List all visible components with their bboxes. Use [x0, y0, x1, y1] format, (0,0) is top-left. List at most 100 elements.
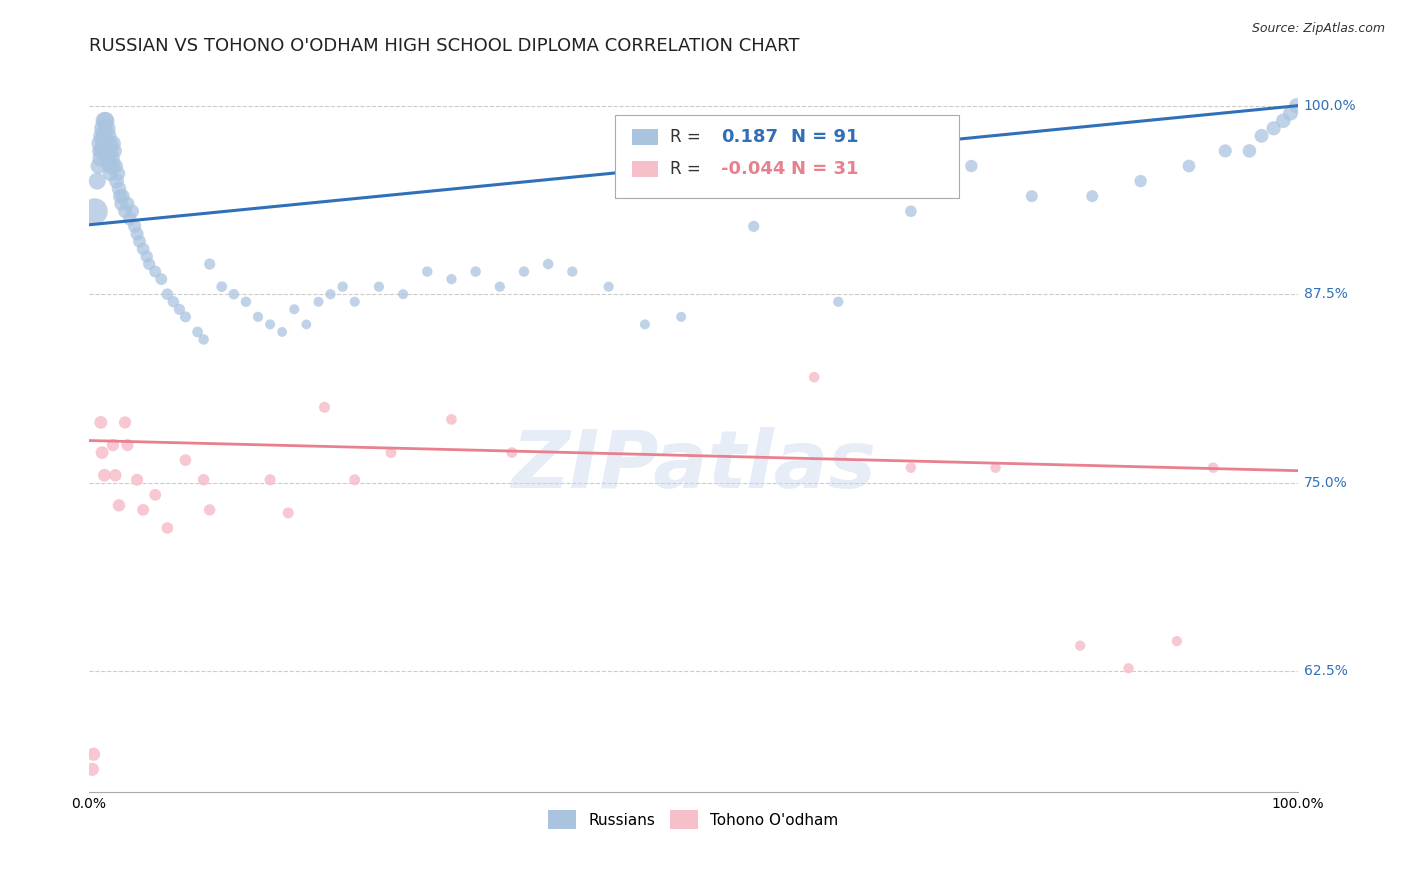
Point: [121, 204, 143, 219]
Point: [127, 227, 149, 241]
Point: [464, 264, 486, 278]
Point: [416, 264, 439, 278]
Point: [193, 473, 215, 487]
Text: -0.044: -0.044: [721, 161, 786, 178]
Point: [91, 128, 114, 143]
Point: [259, 473, 281, 487]
Point: [960, 159, 983, 173]
Point: [107, 167, 129, 181]
Point: [1285, 98, 1308, 112]
FancyBboxPatch shape: [631, 161, 658, 178]
Point: [94, 113, 117, 128]
Point: [314, 401, 336, 415]
Point: [984, 460, 1007, 475]
Point: [86, 174, 108, 188]
Point: [235, 294, 257, 309]
Point: [114, 416, 136, 430]
Point: [138, 257, 160, 271]
Point: [211, 279, 233, 293]
Text: R =: R =: [671, 161, 706, 178]
Text: 87.5%: 87.5%: [1303, 287, 1348, 301]
Point: [283, 302, 305, 317]
Point: [108, 499, 131, 513]
Point: [1202, 460, 1225, 475]
Point: [259, 318, 281, 332]
Point: [1279, 106, 1302, 120]
Point: [222, 287, 245, 301]
Point: [1272, 113, 1295, 128]
Text: Source: ZipAtlas.com: Source: ZipAtlas.com: [1251, 22, 1385, 36]
Point: [332, 279, 354, 293]
Point: [97, 152, 120, 166]
Text: 100.0%: 100.0%: [1303, 99, 1357, 112]
Point: [96, 121, 118, 136]
Point: [1250, 128, 1272, 143]
Point: [91, 144, 114, 158]
Point: [440, 412, 463, 426]
Point: [174, 453, 197, 467]
Point: [87, 159, 110, 173]
Point: [100, 144, 122, 158]
Point: [169, 302, 191, 317]
Text: ZIPatlas: ZIPatlas: [510, 427, 876, 505]
Point: [103, 144, 125, 158]
FancyBboxPatch shape: [614, 115, 959, 198]
Point: [1213, 144, 1236, 158]
Point: [1263, 121, 1285, 136]
Point: [1129, 174, 1152, 188]
Point: [91, 445, 114, 459]
Point: [100, 152, 122, 166]
Point: [90, 152, 112, 166]
Text: R =: R =: [671, 128, 706, 145]
Point: [367, 279, 389, 293]
Point: [174, 310, 197, 324]
Point: [187, 325, 209, 339]
Point: [89, 144, 111, 158]
Point: [100, 167, 122, 181]
Point: [1239, 144, 1261, 158]
Point: [598, 279, 620, 293]
Point: [900, 204, 922, 219]
Point: [105, 174, 128, 188]
Point: [742, 219, 765, 234]
Point: [561, 264, 583, 278]
Point: [669, 310, 692, 324]
Point: [93, 113, 115, 128]
Point: [101, 159, 124, 173]
Point: [93, 468, 115, 483]
Point: [156, 521, 179, 535]
Point: [96, 144, 118, 158]
Point: [295, 318, 318, 332]
Text: 62.5%: 62.5%: [1303, 665, 1348, 678]
Point: [108, 181, 131, 195]
Point: [83, 204, 105, 219]
Point: [803, 370, 825, 384]
Point: [108, 189, 131, 203]
Point: [83, 747, 105, 762]
Point: [104, 159, 127, 173]
Point: [135, 250, 157, 264]
Point: [101, 438, 124, 452]
Point: [117, 196, 139, 211]
Point: [247, 310, 270, 324]
Point: [118, 211, 141, 226]
Point: [90, 416, 112, 430]
Text: N = 91: N = 91: [792, 128, 859, 145]
Point: [1178, 159, 1201, 173]
Point: [93, 128, 115, 143]
Point: [91, 136, 114, 151]
Point: [634, 318, 657, 332]
Point: [193, 333, 215, 347]
Text: RUSSIAN VS TOHONO O'ODHAM HIGH SCHOOL DIPLOMA CORRELATION CHART: RUSSIAN VS TOHONO O'ODHAM HIGH SCHOOL DI…: [89, 37, 799, 55]
Point: [1081, 189, 1104, 203]
Point: [124, 219, 146, 234]
Point: [198, 503, 221, 517]
Point: [98, 136, 121, 151]
Point: [1166, 634, 1188, 648]
Point: [1021, 189, 1043, 203]
Point: [132, 242, 155, 256]
Point: [127, 473, 149, 487]
Point: [271, 325, 294, 339]
Text: 75.0%: 75.0%: [1303, 475, 1347, 490]
Point: [277, 506, 299, 520]
